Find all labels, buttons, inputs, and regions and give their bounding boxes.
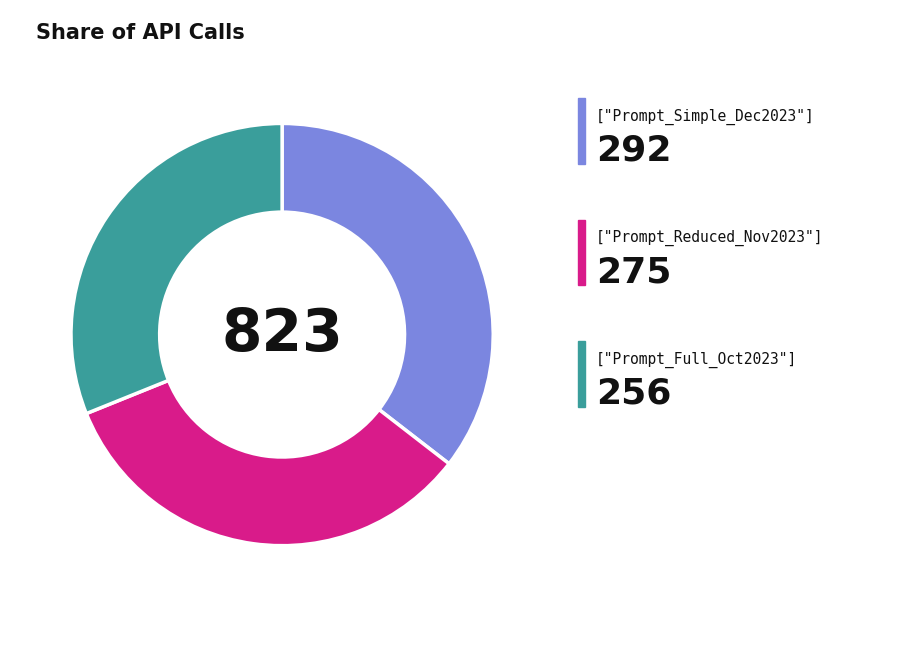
Wedge shape [71, 123, 282, 413]
Text: 275: 275 [596, 255, 672, 289]
Text: ["Prompt_Reduced_Nov2023"]: ["Prompt_Reduced_Nov2023"] [596, 230, 824, 246]
Text: 292: 292 [596, 134, 672, 168]
Wedge shape [86, 380, 449, 546]
Text: ["Prompt_Full_Oct2023"]: ["Prompt_Full_Oct2023"] [596, 352, 797, 367]
Text: ["Prompt_Simple_Dec2023"]: ["Prompt_Simple_Dec2023"] [596, 109, 814, 125]
Text: Share of API Calls: Share of API Calls [36, 23, 245, 43]
Text: 256: 256 [596, 377, 672, 411]
Wedge shape [282, 123, 493, 464]
Text: 823: 823 [221, 306, 343, 363]
